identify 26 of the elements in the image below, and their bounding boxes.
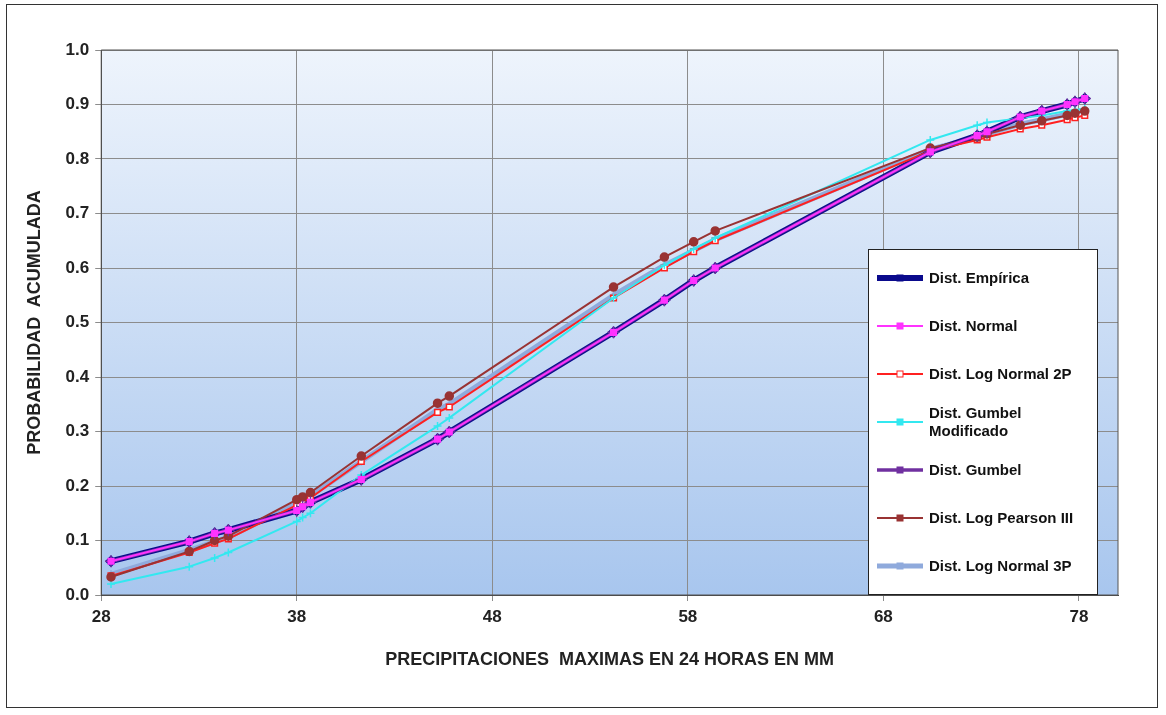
y-tick-label: 0.6: [65, 257, 90, 277]
y-tick-label: 0.0: [65, 584, 90, 604]
legend-label: Dist. Gumbel Modificado: [929, 404, 1023, 440]
y-tick-label: 0.8: [65, 148, 90, 168]
y-tick-label: 0.9: [65, 94, 90, 114]
legend-label: Dist. Gumbel: [929, 461, 1022, 479]
y-tick-label: 0.5: [65, 312, 90, 332]
x-axis-title: PRECIPITACIONES MAXIMAS EN 24 HORAS EN MM: [385, 649, 834, 670]
legend-label: Dist. Log Pearson III: [929, 509, 1074, 527]
legend-label: Dist. Empírica: [929, 269, 1030, 287]
y-tick-label: 1.0: [65, 39, 90, 59]
legend-label: Dist. Normal: [929, 317, 1018, 335]
y-tick-label: 0.3: [65, 421, 90, 441]
x-tick-label: 58: [678, 606, 698, 626]
x-tick-label: 68: [873, 606, 893, 626]
y-tick-label: 0.7: [65, 203, 90, 223]
x-tick-label: 48: [482, 606, 502, 626]
x-tick-label: 38: [287, 606, 307, 626]
x-tick-label: 78: [1069, 606, 1089, 626]
y-tick-label: 0.2: [65, 475, 90, 495]
legend-label: Dist. Log Normal 2P: [929, 365, 1072, 383]
y-tick-label: 0.4: [65, 366, 90, 386]
y-axis-title: PROBABILIDAD ACUMULADA: [23, 190, 44, 455]
y-tick-label: 0.1: [65, 530, 90, 550]
legend-label: Dist. Log Normal 3P: [929, 557, 1072, 575]
x-tick-label: 28: [91, 606, 111, 626]
